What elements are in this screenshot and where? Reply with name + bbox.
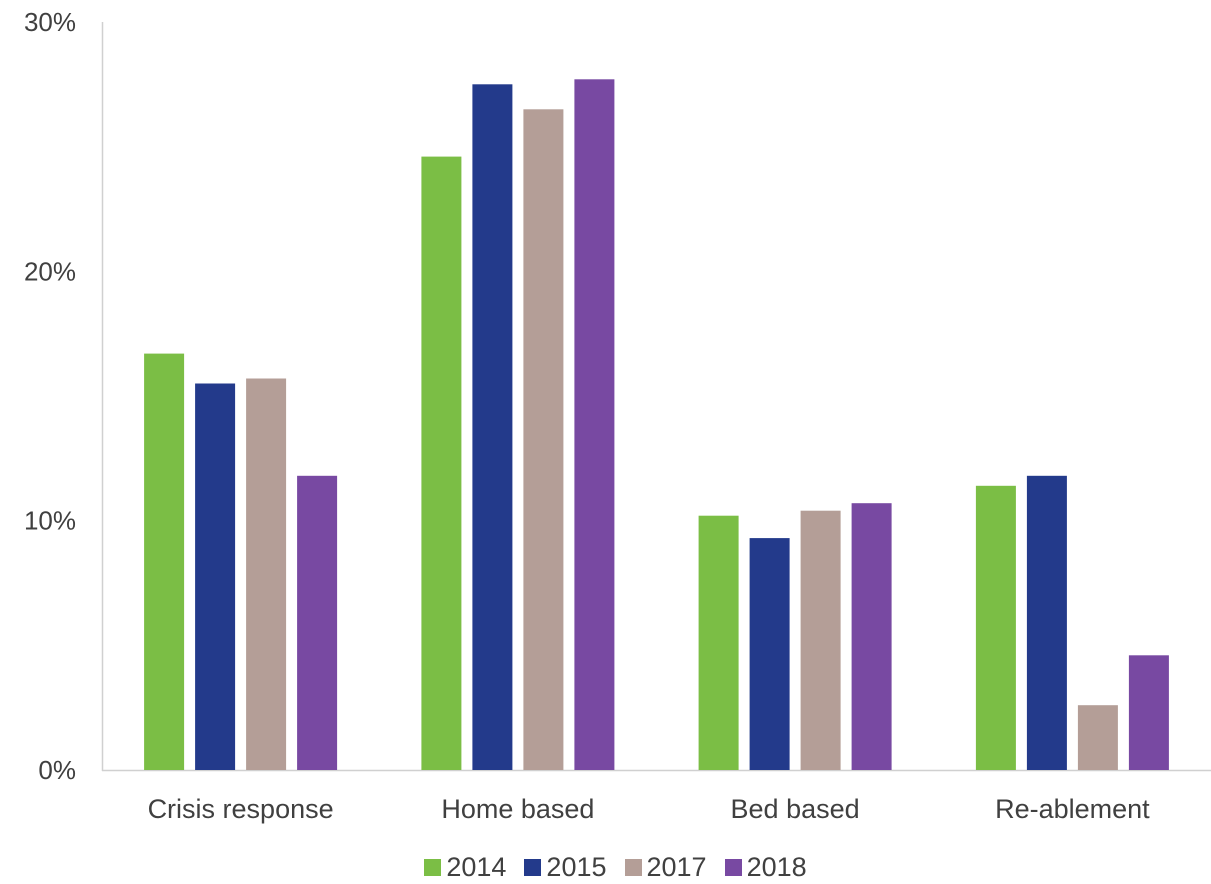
bar-chart: 0% 10% 20% 30% Crisis response Home based Bed…: [24, 7, 1211, 824]
x-category-label: Home based: [441, 794, 594, 824]
legend-swatch: [424, 858, 442, 876]
legend-swatch: [624, 858, 642, 876]
bar-2014-crisis-response: [144, 353, 185, 770]
bar-2018-bed-based: [851, 503, 892, 770]
bar-2015-bed-based: [749, 538, 790, 770]
bar-2015-home-based: [472, 84, 513, 771]
y-tick-label: 30%: [24, 7, 76, 37]
x-axis-labels: Crisis response Home based Bed based Re-abl…: [148, 794, 1151, 824]
y-tick-label: 10%: [24, 506, 76, 536]
y-tick-label: 0%: [38, 755, 76, 785]
bar-2015-re-ablement: [1026, 475, 1067, 770]
bars-group: [144, 79, 1169, 771]
legend-label: 2017: [646, 851, 707, 882]
bar-2014-home-based: [421, 156, 462, 771]
legend-swatch: [524, 858, 542, 876]
x-category-label: Crisis response: [148, 794, 334, 824]
legend-item: 2018: [724, 851, 807, 883]
bar-2017-home-based: [523, 109, 564, 771]
bar-2017-bed-based: [800, 510, 841, 770]
bar-2017-crisis-response: [246, 378, 287, 770]
legend: 2014 2015 2017 2018: [0, 850, 1211, 884]
x-category-label: Re-ablement: [995, 794, 1150, 824]
bar-2018-crisis-response: [297, 475, 338, 770]
legend-label: 2015: [546, 851, 607, 882]
bar-2017-re-ablement: [1077, 705, 1118, 770]
legend-label: 2014: [446, 851, 507, 882]
legend-item: 2017: [624, 851, 707, 883]
bar-2018-re-ablement: [1128, 655, 1169, 770]
bar-2014-re-ablement: [975, 485, 1016, 770]
y-axis-ticks: 0% 10% 20% 30%: [24, 7, 76, 785]
legend-swatch: [724, 858, 742, 876]
legend-label: 2018: [746, 851, 807, 882]
legend-item: 2015: [524, 851, 607, 883]
bar-2015-crisis-response: [195, 383, 236, 770]
y-tick-label: 20%: [24, 256, 76, 286]
bar-2018-home-based: [574, 79, 615, 771]
legend-item: 2014: [424, 852, 506, 883]
x-category-label: Bed based: [731, 794, 860, 824]
bar-2014-bed-based: [698, 515, 739, 770]
